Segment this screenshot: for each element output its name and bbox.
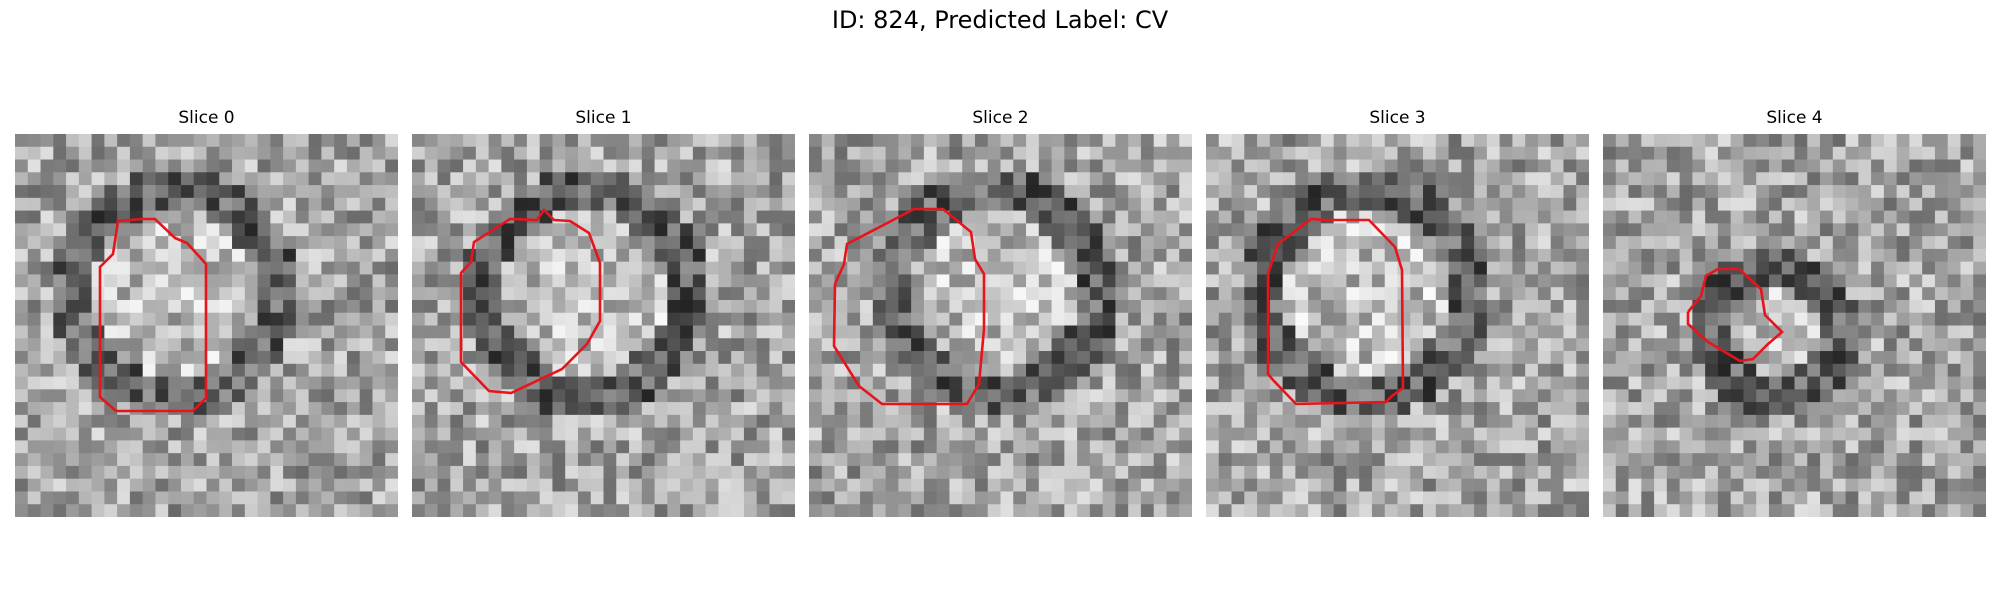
segmentation-contour-4: [1686, 267, 1784, 363]
slice-image-4: [1603, 134, 1986, 517]
segmentation-contour-2: [832, 207, 986, 406]
slice-title-4: Slice 4: [1766, 108, 1823, 128]
slice-title-3: Slice 3: [1369, 108, 1426, 128]
slice-title-2: Slice 2: [972, 108, 1029, 128]
slice-title-1: Slice 1: [575, 108, 632, 128]
slice-image-3: [1206, 134, 1589, 517]
slice-image-2: [809, 134, 1192, 517]
figure-title: ID: 824, Predicted Label: CV: [831, 6, 1169, 34]
segmentation-contour-0: [98, 217, 208, 413]
slice-image-1: [412, 134, 795, 517]
segmentation-contour-1: [459, 207, 602, 395]
slice-title-0: Slice 0: [178, 108, 235, 128]
slice-image-0: [15, 134, 398, 517]
segmentation-contour-3: [1266, 217, 1405, 406]
